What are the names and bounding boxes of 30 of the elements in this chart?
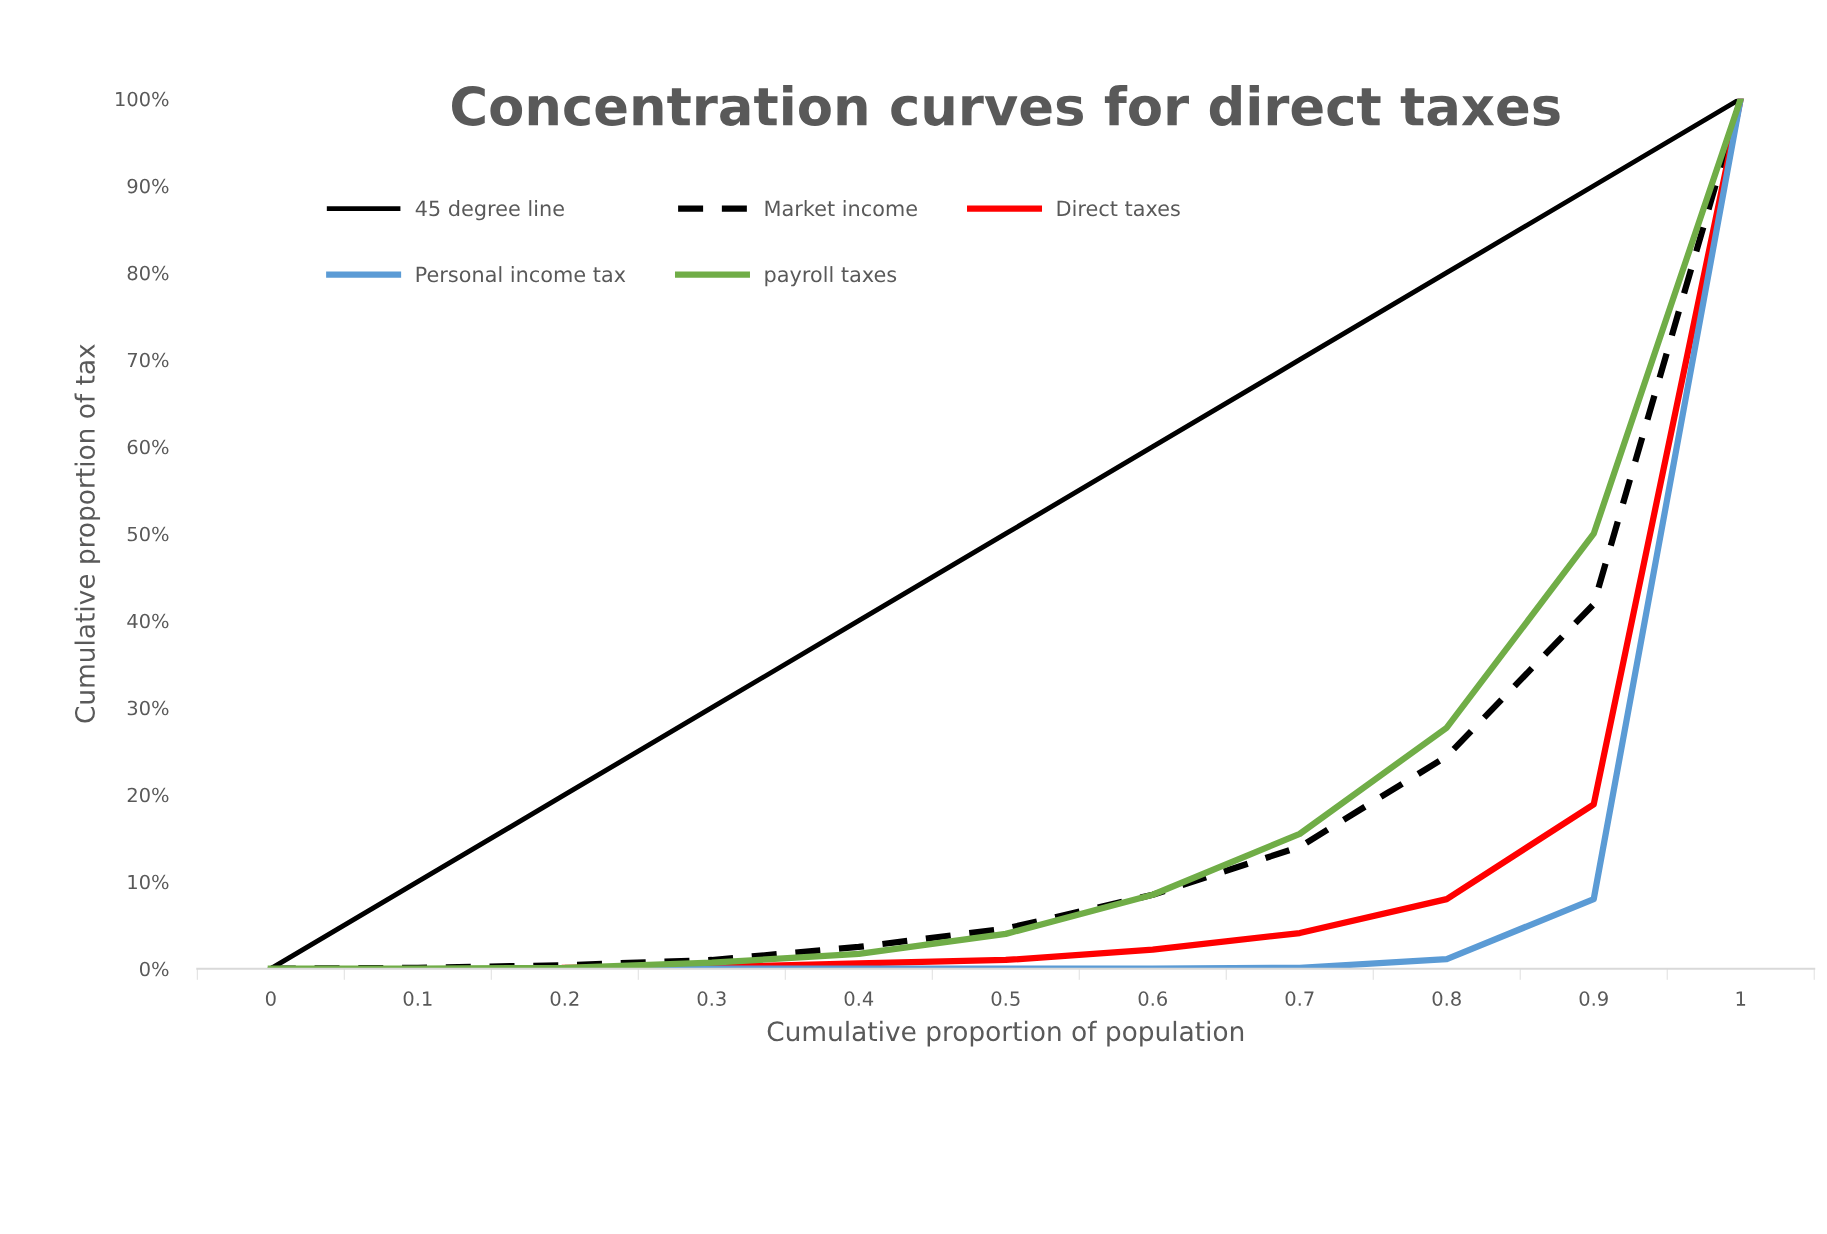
x-tick-label: 0.2 <box>550 991 579 1006</box>
x-tick-label: 0.5 <box>991 991 1020 1006</box>
y-tick-label: 0% <box>139 961 169 977</box>
x-tick-label: 0.3 <box>697 991 726 1006</box>
legend-label: Market income <box>765 200 917 217</box>
x-tick-label: 0.9 <box>1579 991 1608 1006</box>
legend-label: payroll taxes <box>765 266 897 287</box>
y-tick-label: 90% <box>127 178 169 194</box>
x-tick-label: 0.7 <box>1285 991 1314 1006</box>
y-tick-label: 80% <box>127 265 169 281</box>
y-tick-label: 70% <box>127 352 169 368</box>
x-tick-label: 1 <box>1736 991 1746 1006</box>
y-axis-title: Cumulative proportion of tax <box>74 344 101 723</box>
y-tick-label: 100% <box>116 91 169 107</box>
y-tick-label: 10% <box>128 874 169 890</box>
y-tick-label: 30% <box>127 700 169 716</box>
x-tick-label: 0 <box>265 991 276 1006</box>
y-tick-label: 60% <box>127 439 169 455</box>
x-tick-label: 0.8 <box>1432 991 1461 1006</box>
x-tick-label: 0.4 <box>844 991 874 1006</box>
legend-label: Direct taxes <box>1057 200 1180 217</box>
legend-label: 45 degree line <box>415 200 564 221</box>
x-tick-label: 0.6 <box>1138 991 1167 1006</box>
legend-label: Personal income tax <box>416 266 626 283</box>
x-axis-title: Cumulative proportion of population <box>767 1020 1244 1047</box>
y-tick-label: 20% <box>127 787 169 803</box>
chart-title: Concentration curves for direct taxes <box>452 85 1560 126</box>
y-tick-label: 50% <box>127 526 169 542</box>
y-tick-label: 40% <box>127 613 169 629</box>
x-tick-label: 0.1 <box>403 991 432 1006</box>
